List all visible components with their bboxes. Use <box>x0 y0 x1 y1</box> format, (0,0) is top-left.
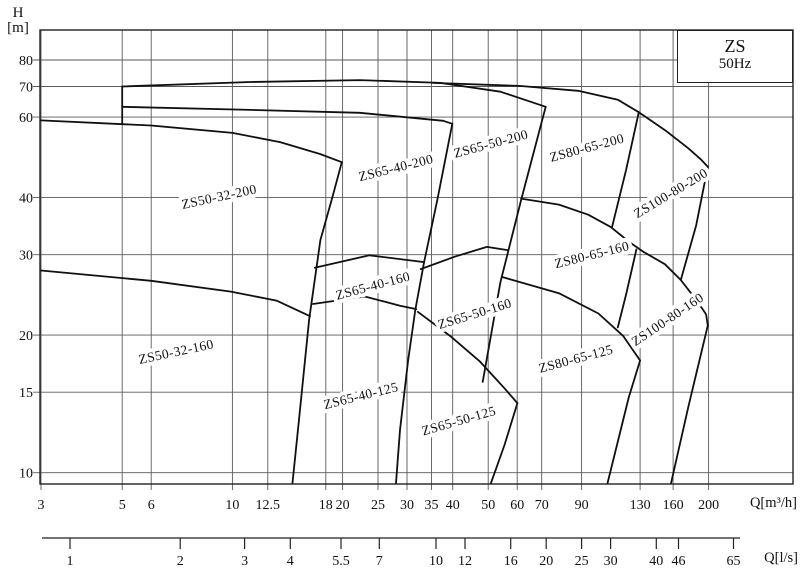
x-tick-label: 5 <box>119 498 126 513</box>
x2-tick-label: 20 <box>539 554 553 569</box>
x2-tick-label: 12 <box>458 554 472 569</box>
curve-zs100-80-200-right <box>679 165 709 281</box>
curve-zs100-80-200-top <box>637 111 709 168</box>
x2-tick-label: 40 <box>649 554 663 569</box>
curve-zs65-50-200-top <box>121 79 547 108</box>
y-axis-title: H [m] <box>2 6 34 36</box>
y-tick-label: 20 <box>19 329 33 344</box>
x2-tick-label: 16 <box>504 554 518 569</box>
x-tick-label: 18 <box>319 498 333 513</box>
pump-label: ZS50-32-160 <box>137 336 215 367</box>
curve-zs50-32-200-top <box>40 119 343 164</box>
x-tick-label: 30 <box>400 498 414 513</box>
x2-tick-label: 46 <box>672 554 686 569</box>
x-tick-label: 70 <box>535 498 549 513</box>
pump-label: ZS65-50-200 <box>452 127 530 161</box>
x-tick-label: 6 <box>148 498 155 513</box>
y-axis-unit: [m] <box>7 20 29 36</box>
curve-zs65-40-160-bottom <box>312 295 418 310</box>
plot-border <box>39 29 794 485</box>
x-tick-label: 200 <box>698 498 719 513</box>
pump-label: ZS65-50-160 <box>436 295 513 332</box>
x-tick-label: 160 <box>663 498 684 513</box>
y-tick-label: 60 <box>19 111 33 126</box>
x2-tick-label: 30 <box>604 554 618 569</box>
title-box: ZS 50Hz <box>677 30 793 83</box>
curve-zs80-65-125-right <box>606 359 641 484</box>
y-tick-label: 30 <box>19 249 33 264</box>
x2-tick-label: 7 <box>376 554 383 569</box>
pump-label: ZS80-65-200 <box>548 131 626 165</box>
x2-tick-label: 25 <box>575 554 589 569</box>
pump-label: ZS65-40-160 <box>334 269 412 303</box>
curve-zs65-50-125-right <box>490 402 519 484</box>
x-tick-label: 3 <box>38 498 45 513</box>
x-tick-label: 60 <box>510 498 524 513</box>
x-tick-label: 25 <box>371 498 385 513</box>
series-title: ZS <box>724 36 746 56</box>
x-tick-label: 50 <box>481 498 495 513</box>
curve-zs80-65-160-top <box>520 197 709 327</box>
curve-boundary-80-65-upper <box>611 111 640 228</box>
x2-tick-label: 3 <box>241 554 248 569</box>
curve-zs65-40-160-top <box>313 254 425 269</box>
curve-zs65-40-200-top <box>121 105 454 125</box>
curve-boundary-65-40-right <box>395 122 454 484</box>
y-tick-label: 10 <box>19 467 33 482</box>
x2-tick-label: 5.5 <box>332 554 350 569</box>
y-tick-label: 80 <box>19 54 33 69</box>
x-tick-label: 12.5 <box>256 498 281 513</box>
x-tick-label: 130 <box>630 498 651 513</box>
x-tick-label: 40 <box>446 498 460 513</box>
pump-label: ZS65-40-200 <box>357 151 435 184</box>
x2-tick-label: 65 <box>727 554 741 569</box>
curve-zs100-80-160-right <box>670 324 709 484</box>
pump-label: ZS65-40-125 <box>322 379 400 412</box>
x-tick-label: 10 <box>225 498 239 513</box>
curve-boundary-65-50-right <box>481 105 547 383</box>
x-tick-label: 20 <box>336 498 350 513</box>
y-tick-label: 40 <box>19 192 33 207</box>
curve-zs80-65-200-top <box>432 82 640 114</box>
curve-zs80-65-160-bottom <box>501 276 641 362</box>
x2-tick-label: 1 <box>67 554 74 569</box>
x-axis-secondary-unit: Q[l/s] <box>764 550 798 566</box>
x-tick-label: 90 <box>575 498 589 513</box>
curve-zs65-50-160-top <box>419 246 509 270</box>
x2-tick-label: 4 <box>287 554 294 569</box>
curve-boundary-80-65-lower <box>616 248 638 329</box>
x-axis-unit: Q[m³/h] <box>749 495 797 511</box>
x2-tick-label: 10 <box>429 554 443 569</box>
y-tick-label: 15 <box>19 386 33 401</box>
x2-tick-label: 2 <box>177 554 184 569</box>
curve-boundary-50-32-right <box>291 161 343 484</box>
frequency-label: 50Hz <box>718 56 752 72</box>
y-tick-label: 70 <box>19 81 33 96</box>
x-tick-label: 35 <box>425 498 439 513</box>
curve-zs50-32-160-top <box>40 269 311 318</box>
pump-label: ZS80-65-125 <box>537 342 615 376</box>
curve-zs65-50-160-bottom <box>416 310 519 404</box>
pump-label: ZS50-32-200 <box>180 181 258 212</box>
y-axis-symbol: H <box>12 5 24 21</box>
pump-label: ZS80-65-160 <box>553 238 631 271</box>
